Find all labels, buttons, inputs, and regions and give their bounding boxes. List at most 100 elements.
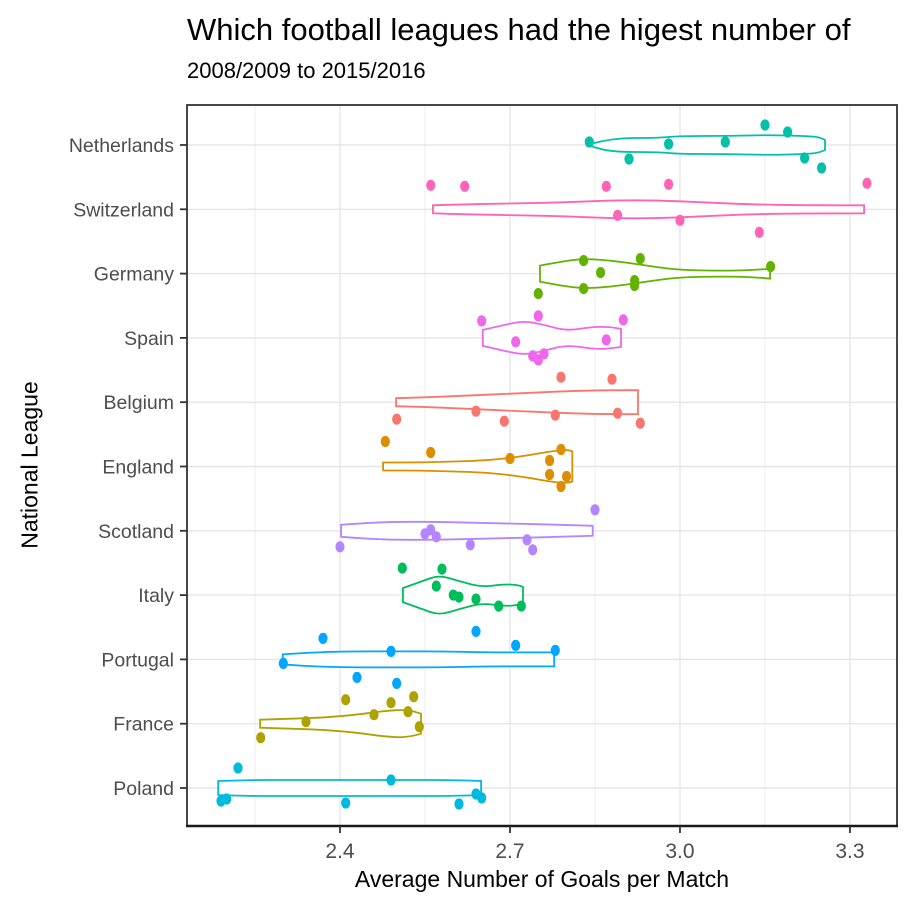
data-point-netherlands bbox=[584, 136, 594, 148]
data-point-poland bbox=[454, 798, 464, 810]
data-point-germany bbox=[533, 288, 543, 300]
violin-portugal bbox=[281, 650, 556, 669]
data-point-belgium bbox=[613, 407, 623, 419]
data-point-scotland bbox=[528, 544, 538, 556]
data-point-scotland bbox=[335, 541, 345, 553]
x-tick-label: 3.0 bbox=[665, 840, 694, 863]
data-point-belgium bbox=[392, 413, 402, 425]
violin-england bbox=[382, 449, 574, 484]
data-point-spain bbox=[618, 314, 628, 326]
data-point-switzerland bbox=[862, 177, 872, 189]
data-point-italy bbox=[397, 562, 407, 574]
data-point-belgium bbox=[471, 405, 481, 417]
data-point-france bbox=[403, 706, 413, 718]
data-point-switzerland bbox=[613, 209, 623, 221]
data-point-belgium bbox=[499, 415, 509, 427]
series-france bbox=[256, 691, 424, 744]
data-point-portugal bbox=[392, 677, 402, 690]
data-point-france bbox=[369, 709, 379, 721]
data-point-spain bbox=[511, 336, 521, 348]
y-tick-label-belgium: Belgium bbox=[104, 392, 174, 414]
chart-title: Which football leagues had the higest nu… bbox=[187, 12, 851, 47]
violin-switzerland bbox=[432, 199, 865, 220]
data-point-portugal bbox=[352, 671, 362, 684]
data-point-poland bbox=[233, 762, 243, 774]
series-italy bbox=[397, 562, 526, 615]
data-point-portugal bbox=[386, 645, 396, 658]
series-netherlands bbox=[584, 119, 827, 174]
data-point-england bbox=[505, 452, 515, 465]
chart-subtitle: 2008/2009 to 2015/2016 bbox=[187, 58, 426, 83]
data-point-switzerland bbox=[754, 226, 764, 238]
data-point-poland bbox=[341, 797, 351, 809]
series-portugal bbox=[278, 625, 560, 690]
data-point-poland bbox=[222, 793, 232, 805]
x-axis-title: Average Number of Goals per Match bbox=[354, 866, 730, 892]
data-point-scotland bbox=[522, 534, 532, 546]
data-point-netherlands bbox=[760, 119, 770, 131]
data-point-netherlands bbox=[817, 162, 827, 174]
series-poland bbox=[216, 762, 487, 810]
series-germany bbox=[533, 253, 776, 300]
y-tick-label-france: France bbox=[113, 714, 174, 736]
data-point-switzerland bbox=[675, 214, 685, 226]
data-point-france bbox=[386, 697, 396, 709]
data-point-france bbox=[256, 732, 266, 744]
data-point-netherlands bbox=[783, 126, 793, 138]
data-point-england bbox=[426, 446, 436, 459]
violin-belgium bbox=[395, 389, 639, 416]
data-point-italy bbox=[431, 580, 441, 592]
data-point-belgium bbox=[607, 373, 617, 385]
data-point-england bbox=[380, 435, 390, 448]
data-point-netherlands bbox=[720, 136, 730, 148]
series-spain bbox=[477, 310, 628, 366]
y-tick-label-germany: Germany bbox=[94, 264, 174, 286]
data-point-netherlands bbox=[664, 138, 674, 150]
data-point-portugal bbox=[318, 632, 328, 645]
data-point-poland bbox=[477, 792, 487, 804]
data-point-scotland bbox=[465, 539, 475, 551]
violin-poland bbox=[217, 779, 482, 797]
data-point-germany bbox=[579, 255, 589, 267]
data-point-netherlands bbox=[800, 152, 810, 164]
data-point-france bbox=[414, 721, 424, 733]
data-point-germany bbox=[766, 261, 776, 273]
series-scotland bbox=[335, 504, 600, 556]
data-point-germany bbox=[579, 283, 589, 295]
data-point-spain bbox=[533, 310, 543, 322]
data-point-england bbox=[556, 443, 566, 456]
data-point-germany bbox=[630, 280, 640, 292]
data-point-france bbox=[341, 694, 351, 706]
data-point-spain bbox=[539, 348, 549, 360]
data-point-switzerland bbox=[601, 180, 611, 192]
data-point-italy bbox=[471, 593, 481, 605]
data-point-england bbox=[556, 480, 566, 493]
data-point-portugal bbox=[511, 639, 521, 652]
y-tick-label-switzerland: Switzerland bbox=[73, 199, 174, 221]
data-point-belgium bbox=[550, 409, 560, 421]
data-point-scotland bbox=[590, 504, 600, 516]
violin-germany bbox=[539, 258, 771, 289]
y-axis-title: National League bbox=[16, 381, 43, 549]
x-tick-label: 3.3 bbox=[835, 840, 864, 863]
data-point-switzerland bbox=[664, 178, 674, 190]
axis-ticks-and-labels: 2.4 2.7 3.0 3.3 Netherlands Switzerland German… bbox=[69, 135, 865, 863]
y-tick-label-poland: Poland bbox=[113, 778, 174, 800]
data-point-germany bbox=[596, 267, 606, 279]
data-point-netherlands bbox=[624, 153, 634, 165]
data-point-scotland bbox=[431, 531, 441, 543]
data-point-france bbox=[301, 716, 311, 728]
data-point-italy bbox=[437, 563, 447, 575]
data-point-england bbox=[545, 454, 555, 467]
violin-netherlands bbox=[589, 134, 826, 156]
data-point-switzerland bbox=[460, 180, 470, 192]
data-point-portugal bbox=[471, 625, 481, 638]
data-point-portugal bbox=[550, 644, 560, 657]
y-tick-label-netherlands: Netherlands bbox=[69, 135, 174, 157]
series-switzerland bbox=[426, 177, 872, 238]
data-point-switzerland bbox=[426, 179, 436, 191]
series-belgium bbox=[392, 371, 645, 429]
data-point-england bbox=[562, 470, 572, 483]
